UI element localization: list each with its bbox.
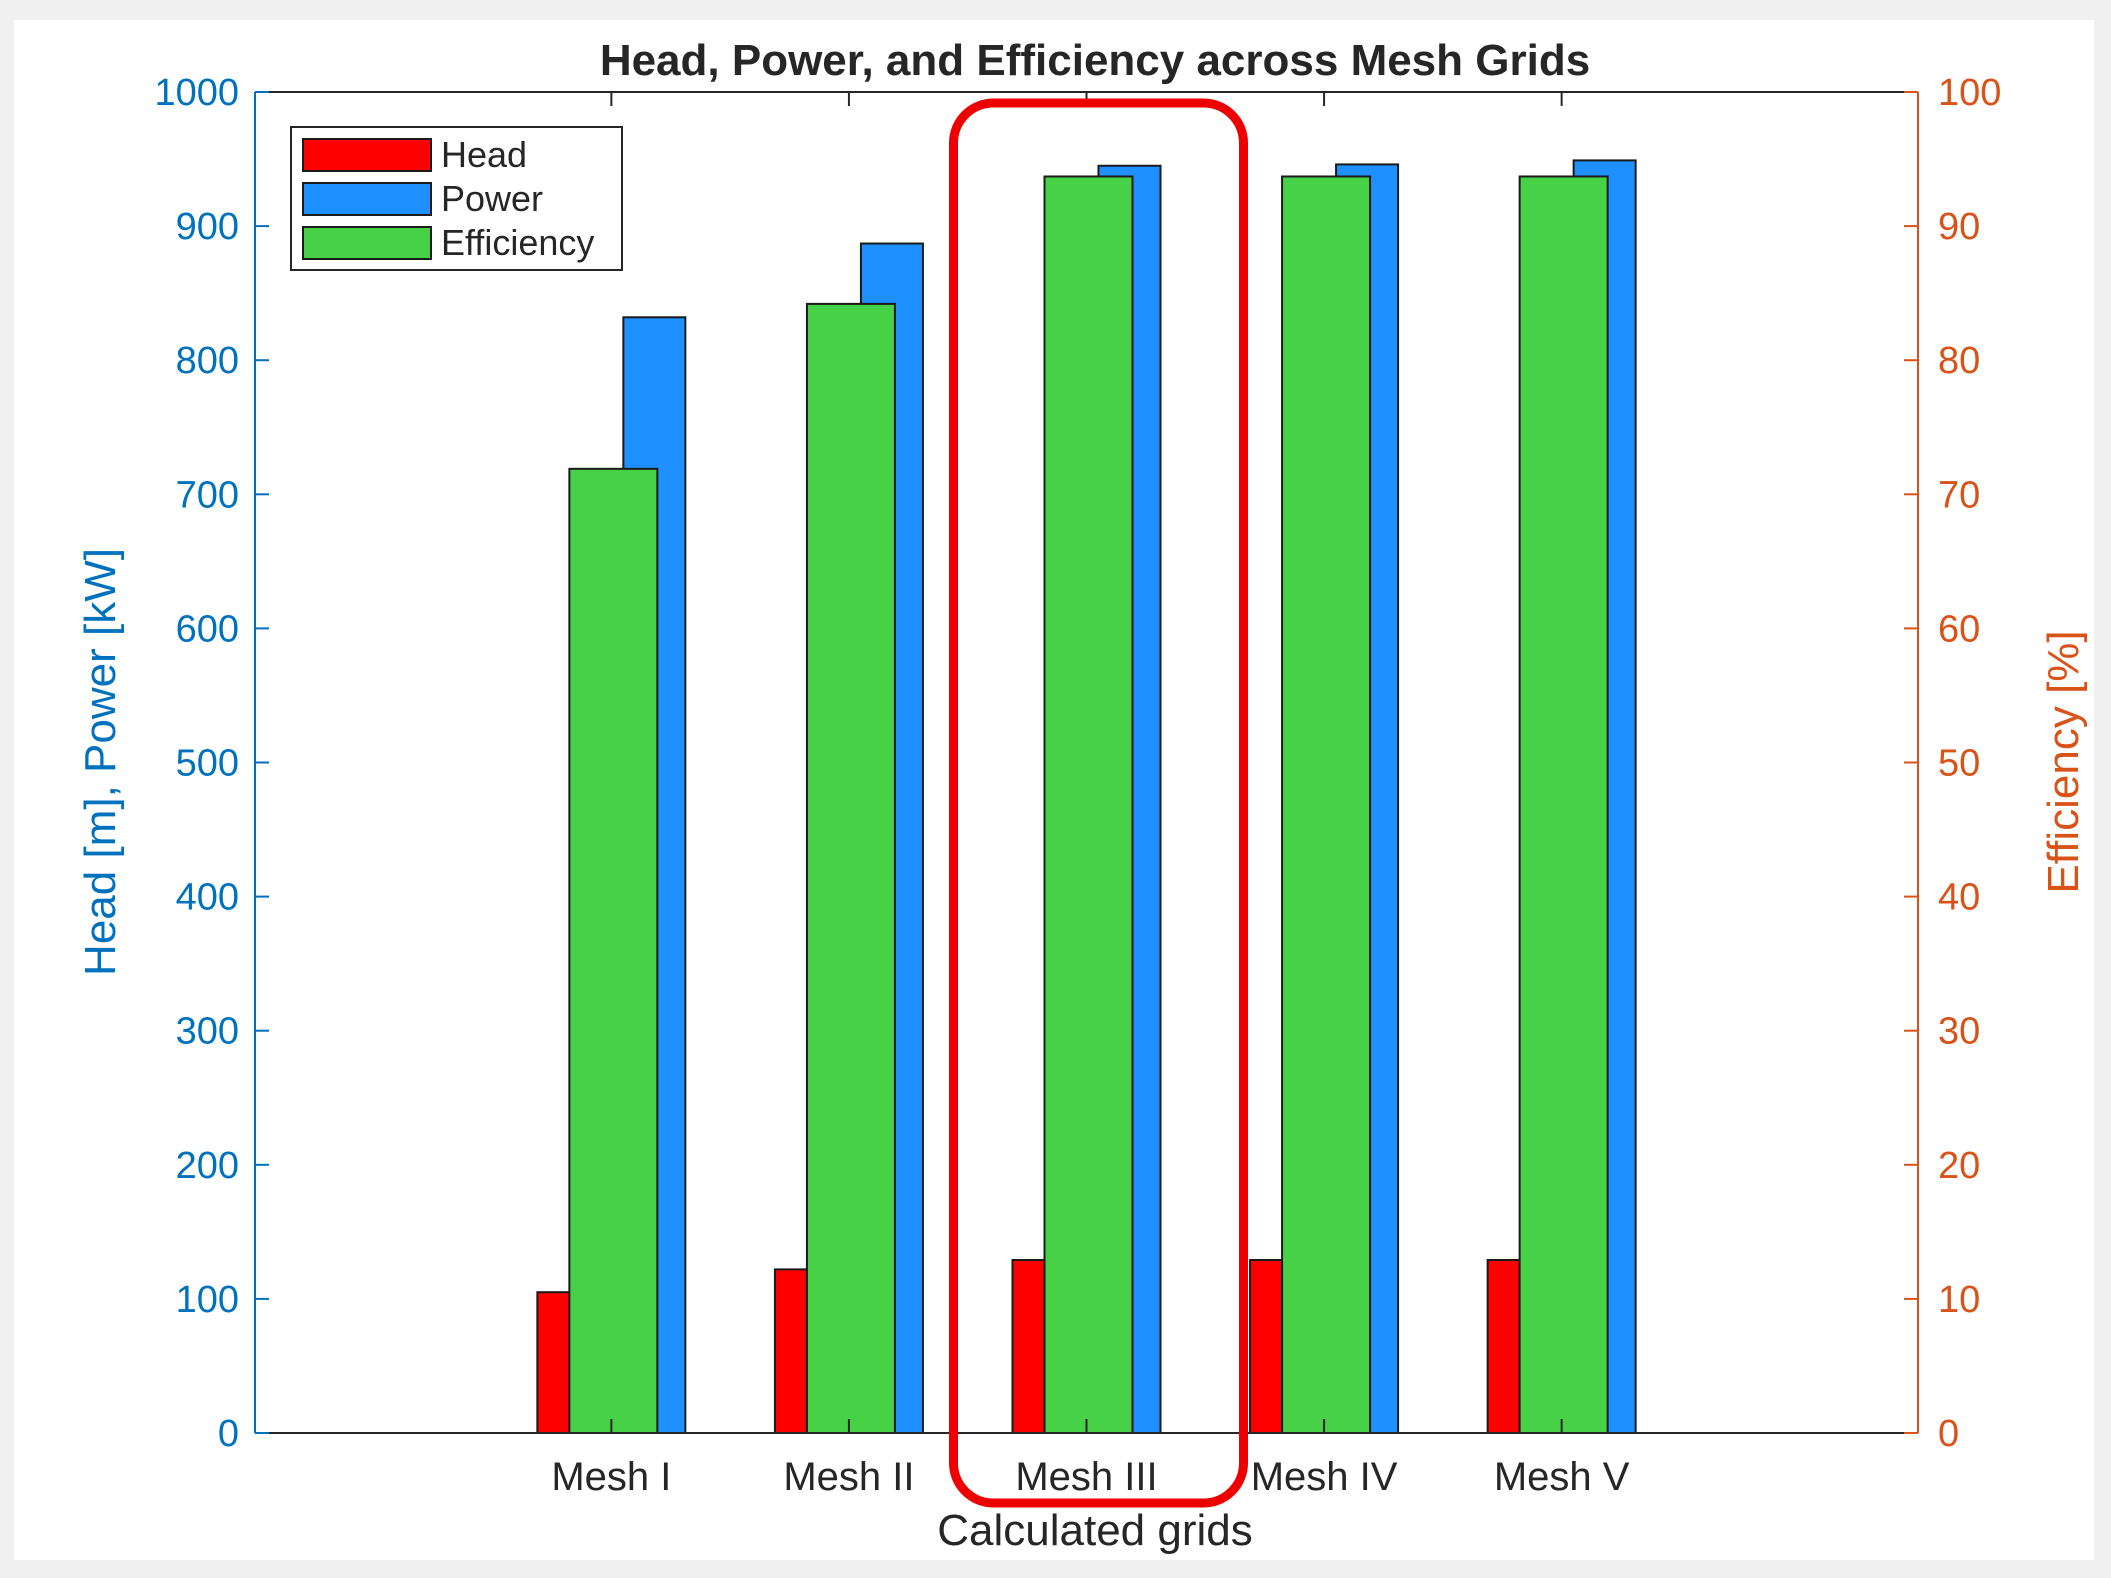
bar-layer — [536, 159, 1637, 1435]
y-tick-label-left: 0 — [218, 1413, 239, 1455]
x-tick-label: Mesh I — [551, 1455, 671, 1499]
y-tick-label-right: 60 — [1938, 608, 1980, 650]
bar-efficiency — [805, 302, 896, 1434]
y-tick-label-right: 10 — [1938, 1279, 1980, 1321]
y-tick-label-right: 80 — [1938, 340, 1980, 382]
y-tick-label-right: 50 — [1938, 743, 1980, 785]
y-tick-label-left: 500 — [176, 743, 239, 785]
bar-head — [1249, 1259, 1284, 1434]
x-tick-label: Mesh V — [1494, 1455, 1630, 1499]
legend-label-head: Head — [441, 134, 527, 175]
y-tick-label-left: 300 — [176, 1011, 239, 1053]
bar-head — [1486, 1259, 1521, 1434]
highlight-layer — [949, 98, 1248, 1508]
y-tick-label-right: 100 — [1938, 72, 2001, 114]
y-tick-label-right: 40 — [1938, 877, 1980, 919]
y-axis-label-right: Efficiency [%] — [2039, 630, 2088, 893]
y-tick-label-right: 90 — [1938, 206, 1980, 248]
y-tick-label-left: 600 — [176, 608, 239, 650]
y-tick-label-left: 100 — [176, 1279, 239, 1321]
y-tick-label-right: 20 — [1938, 1145, 1980, 1187]
y-tick-label-left: 1000 — [154, 72, 239, 114]
x-axis-label: Calculated grids — [937, 1506, 1253, 1555]
legend-label-efficiency: Efficiency — [441, 222, 594, 263]
tick-layer: 0 100 200 300 400 500 600 700 800 900 1000 0 10 20 30 4… — [154, 72, 2001, 1499]
chart-title: Head, Power, and Efficiency across Mesh … — [600, 36, 1590, 85]
legend-swatch-head — [302, 138, 432, 172]
bar-head — [1011, 1259, 1046, 1434]
x-tick-label: Mesh II — [783, 1455, 914, 1499]
x-tick-label: Mesh IV — [1251, 1455, 1398, 1499]
y-axis-label-left: Head [m], Power [kW] — [76, 548, 125, 976]
bar-efficiency — [1518, 175, 1609, 1434]
y-tick-label-right: 0 — [1938, 1413, 1959, 1455]
bar-efficiency — [568, 467, 659, 1435]
bar-head — [536, 1291, 571, 1434]
bar-efficiency — [1043, 175, 1134, 1434]
y-tick-label-right: 30 — [1938, 1011, 1980, 1053]
legend-label-power: Power — [441, 178, 543, 219]
x-tick-label: Mesh III — [1015, 1455, 1157, 1499]
legend-swatch-efficiency — [302, 226, 432, 260]
y-tick-label-left: 800 — [176, 340, 239, 382]
bar-efficiency — [1281, 175, 1372, 1434]
y-tick-label-left: 400 — [176, 877, 239, 919]
y-tick-label-right: 70 — [1938, 474, 1980, 516]
bar-head — [773, 1268, 808, 1434]
y-tick-label-left: 700 — [176, 474, 239, 516]
highlight-box — [949, 98, 1248, 1508]
y-tick-label-left: 200 — [176, 1145, 239, 1187]
y-tick-label-left: 900 — [176, 206, 239, 248]
legend-swatch-power — [302, 182, 432, 216]
